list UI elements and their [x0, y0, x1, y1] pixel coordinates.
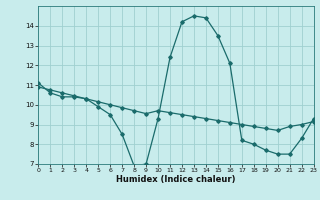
X-axis label: Humidex (Indice chaleur): Humidex (Indice chaleur): [116, 175, 236, 184]
